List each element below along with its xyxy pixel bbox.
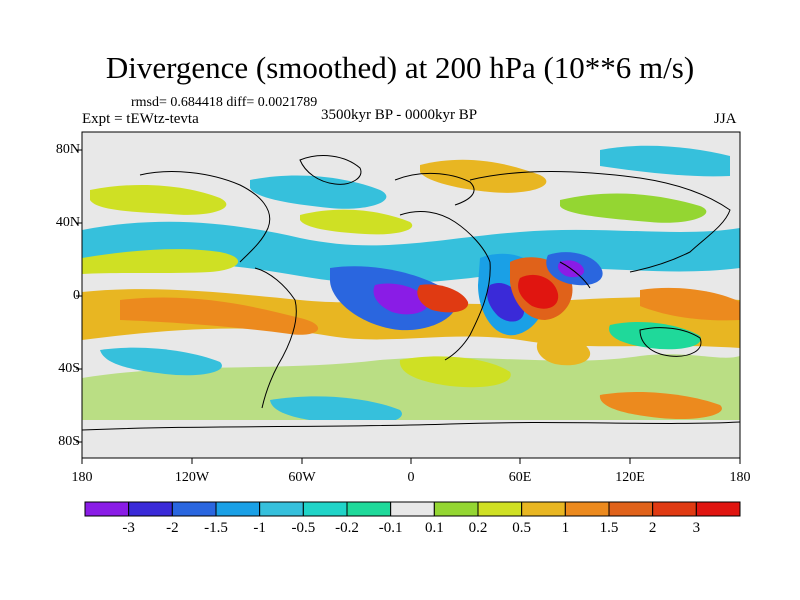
colorbar-label: -0.1 (378, 520, 403, 536)
colorbar-label: -1 (253, 520, 266, 536)
colorbar-swatch (608, 501, 654, 517)
lat-label: 40N (55, 215, 80, 230)
season-label: JJA (714, 111, 737, 127)
colorbar-label: -0.2 (335, 520, 359, 536)
colorbar (84, 501, 741, 517)
colorbar-swatch (171, 501, 217, 517)
colorbar-swatch (346, 501, 392, 517)
colorbar-swatch (477, 501, 523, 517)
lat-label: 80S (58, 434, 80, 449)
colorbar-label: -0.5 (291, 520, 316, 536)
colorbar-label: 1 (561, 520, 570, 536)
lon-label: 120W (174, 470, 210, 485)
coastlines (82, 155, 740, 431)
colorbar-label: -3 (122, 520, 135, 536)
colorbar-swatch (390, 501, 435, 517)
colorbar-swatch (433, 501, 479, 517)
lat-label: 0 (73, 288, 80, 303)
colorbar-label: 0.5 (512, 520, 532, 536)
colorbar-swatch (128, 501, 173, 517)
lon-label: 0 (407, 470, 415, 485)
colorbar-swatch (521, 501, 566, 517)
lon-label: 180 (729, 470, 751, 485)
stats-text: rmsd= 0.684418 diff= 0.0021789 (131, 95, 318, 110)
lon-label: 60E (508, 470, 532, 485)
colorbar-label: 1.5 (599, 520, 619, 536)
colorbar-label: -1.5 (204, 520, 228, 536)
lat-label: 40S (58, 361, 80, 376)
lon-label: 120E (615, 470, 645, 485)
colorbar-label: 2 (648, 520, 657, 536)
period-label: 3500kyr BP - 0000kyr BP (321, 107, 478, 123)
colorbar-swatch (259, 501, 304, 517)
map-title: Divergence (smoothed) at 200 hPa (10**6 … (105, 50, 695, 85)
colorbar-label: 0.2 (468, 520, 488, 536)
colorbar-swatch (84, 501, 130, 517)
colorbar-swatch (652, 501, 697, 517)
colorbar-swatch (695, 501, 741, 517)
lat-label: 80N (55, 142, 80, 157)
colorbar-swatch (564, 501, 610, 517)
divergence-field (82, 132, 740, 458)
lon-label: 180 (71, 470, 93, 485)
colorbar-swatch (215, 501, 261, 517)
colorbar-label: 0.1 (424, 520, 444, 536)
lon-label: 60W (288, 470, 316, 485)
colorbar-label: 3 (692, 520, 701, 536)
colorbar-label: -2 (166, 520, 179, 536)
colorbar-swatch (302, 501, 348, 517)
experiment-label: Expt = tEWtz-tevta (82, 111, 199, 127)
axis-ticks (76, 149, 741, 464)
